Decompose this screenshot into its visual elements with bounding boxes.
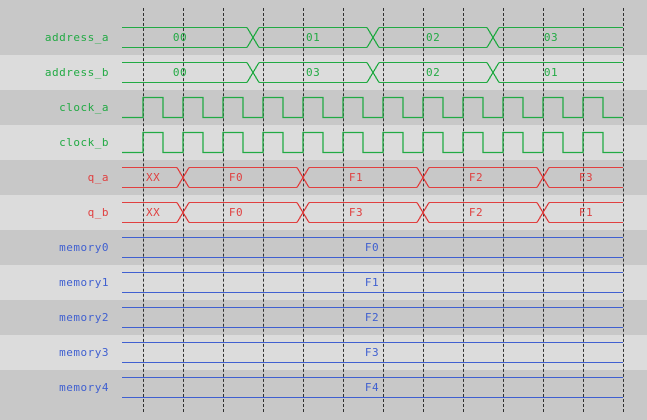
- row-band-memory3: [0, 335, 647, 370]
- grid-line: [383, 8, 384, 412]
- signal-label-q_b[interactable]: q_b: [87, 205, 109, 219]
- bus-value-q_b-1: F0: [228, 205, 244, 219]
- signal-label-memory1[interactable]: memory1: [59, 275, 109, 289]
- bus-value-address_b-0: 00: [172, 65, 188, 79]
- row-band-memory2: [0, 300, 647, 335]
- grid-line: [223, 8, 224, 412]
- grid-line: [263, 8, 264, 412]
- bus-value-address_a-3: 03: [543, 30, 559, 44]
- row-band-address_a: [0, 20, 647, 55]
- bus-value-q_a-4: F3: [578, 170, 594, 184]
- bus-value-address_b-2: 02: [426, 65, 441, 79]
- bus-value-q_b-4: F1: [578, 205, 594, 219]
- grid-line: [623, 8, 624, 412]
- grid-line: [343, 8, 344, 412]
- bus-value-q_b-3: F2: [468, 205, 484, 219]
- signal-label-clock_b[interactable]: clock_b: [59, 135, 109, 149]
- grid-line: [583, 8, 584, 412]
- grid-line: [143, 8, 144, 412]
- grid-line: [463, 8, 464, 412]
- bus-value-q_b-2: F3: [348, 205, 364, 219]
- bus-value-memory2: F2: [364, 310, 380, 324]
- bus-value-address_a-2: 02: [426, 30, 441, 44]
- bus-value-memory1: F1: [364, 275, 380, 289]
- grid-line: [503, 8, 504, 412]
- row-band-address_b: [0, 55, 647, 90]
- signal-label-q_a[interactable]: q_a: [87, 170, 109, 184]
- signal-label-memory2[interactable]: memory2: [59, 310, 109, 324]
- bus-value-q_a-0: XX: [146, 170, 161, 184]
- bus-value-address_b-1: 03: [306, 65, 321, 79]
- bus-value-memory0: F0: [364, 240, 380, 254]
- bus-value-q_a-1: F0: [228, 170, 244, 184]
- bus-value-q_a-2: F1: [348, 170, 364, 184]
- bus-value-memory3: F3: [364, 345, 380, 359]
- row-band-memory4: [0, 370, 647, 405]
- bus-value-address_b-3: 01: [543, 65, 559, 79]
- bus-value-memory4: F4: [364, 380, 380, 394]
- signal-label-memory4[interactable]: memory4: [59, 380, 109, 394]
- grid-line: [423, 8, 424, 412]
- signal-label-clock_a[interactable]: clock_a: [59, 100, 109, 114]
- signal-label-address_b[interactable]: address_b: [44, 65, 109, 79]
- bus-value-address_a-1: 01: [306, 30, 321, 44]
- bus-value-address_a-0: 00: [172, 30, 188, 44]
- grid-line: [303, 8, 304, 412]
- bus-value-q_a-3: F2: [468, 170, 484, 184]
- signal-label-address_a[interactable]: address_a: [44, 30, 109, 44]
- row-band-memory0: [0, 230, 647, 265]
- signal-label-memory3[interactable]: memory3: [59, 345, 109, 359]
- bus-value-q_b-0: XX: [146, 205, 161, 219]
- signal-label-memory0[interactable]: memory0: [59, 240, 109, 254]
- row-band-memory1: [0, 265, 647, 300]
